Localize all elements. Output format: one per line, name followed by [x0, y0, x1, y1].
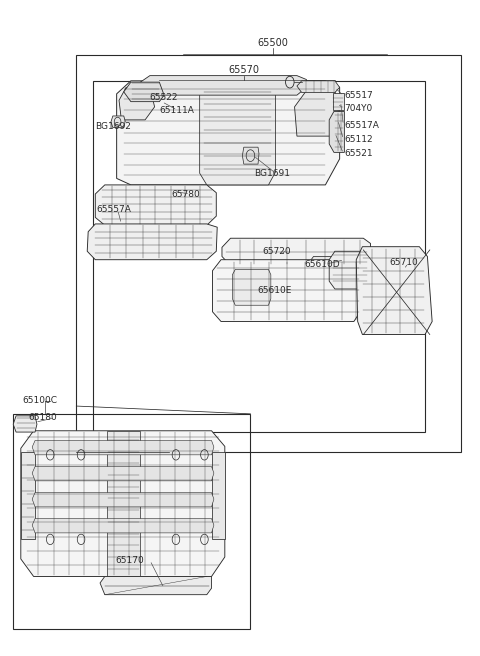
Bar — [76, 55, 461, 451]
Text: 65517: 65517 — [344, 91, 373, 100]
Polygon shape — [140, 75, 306, 95]
Text: 65100C: 65100C — [23, 396, 58, 405]
Text: 65170: 65170 — [116, 556, 144, 565]
Text: 65780: 65780 — [171, 190, 200, 199]
Text: 65720: 65720 — [263, 247, 291, 256]
Polygon shape — [297, 81, 340, 92]
Text: 65500: 65500 — [258, 38, 288, 48]
Text: 65180: 65180 — [29, 413, 58, 422]
Polygon shape — [212, 451, 225, 539]
Polygon shape — [32, 519, 214, 533]
Polygon shape — [119, 87, 155, 120]
Polygon shape — [329, 112, 344, 152]
Text: BG1692: BG1692 — [96, 122, 131, 131]
Polygon shape — [13, 416, 37, 432]
Polygon shape — [222, 238, 371, 266]
Polygon shape — [232, 270, 271, 305]
Polygon shape — [21, 431, 225, 577]
Polygon shape — [242, 147, 259, 164]
Polygon shape — [111, 116, 125, 128]
Polygon shape — [333, 92, 344, 110]
Text: 65710: 65710 — [389, 258, 418, 268]
Text: 65111A: 65111A — [159, 106, 194, 115]
Text: 65570: 65570 — [228, 66, 259, 75]
Polygon shape — [87, 224, 217, 260]
Polygon shape — [32, 441, 214, 455]
Polygon shape — [309, 256, 340, 270]
Text: 65610E: 65610E — [257, 286, 291, 295]
Polygon shape — [100, 577, 212, 595]
Bar — [13, 414, 251, 628]
Text: BG1691: BG1691 — [254, 169, 290, 178]
Text: 65557A: 65557A — [96, 205, 132, 214]
Polygon shape — [96, 185, 216, 225]
Polygon shape — [124, 82, 164, 102]
Bar — [93, 81, 425, 432]
Text: 65521: 65521 — [344, 149, 373, 158]
Polygon shape — [213, 260, 362, 321]
Polygon shape — [21, 451, 35, 539]
Text: 65610D: 65610D — [304, 260, 340, 269]
Polygon shape — [356, 247, 432, 335]
Polygon shape — [200, 81, 276, 185]
Text: 65522: 65522 — [150, 92, 179, 102]
Polygon shape — [117, 81, 340, 185]
Text: 704Y0: 704Y0 — [344, 104, 372, 113]
Polygon shape — [107, 431, 140, 577]
Polygon shape — [32, 466, 214, 481]
Polygon shape — [295, 91, 340, 136]
Polygon shape — [32, 493, 214, 507]
Text: 65112: 65112 — [344, 135, 373, 144]
Text: 65517A: 65517A — [344, 121, 379, 130]
Polygon shape — [329, 251, 371, 289]
